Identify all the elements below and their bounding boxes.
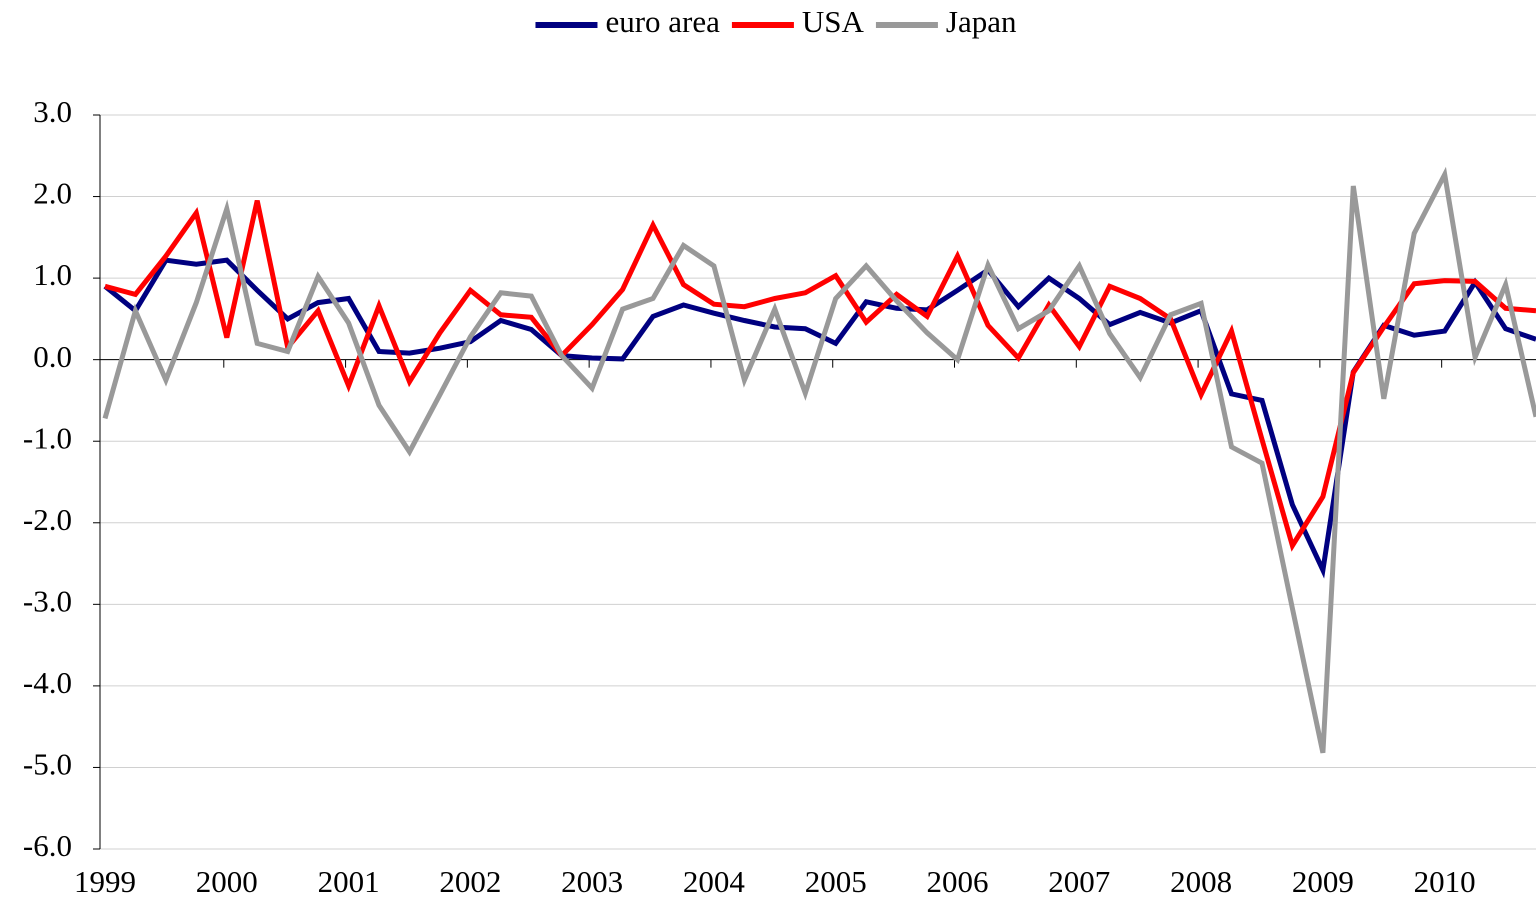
x-tick-label: 2010 (1414, 864, 1476, 899)
series-line (102, 166, 1536, 754)
y-tick-label: -5.0 (23, 747, 72, 782)
x-tick-label: 2002 (439, 864, 501, 899)
legend-label: USA (802, 4, 865, 39)
x-tick-label: 2007 (1048, 864, 1110, 899)
x-tick-label: 2001 (318, 864, 380, 899)
x-tick-label: 1999 (74, 864, 136, 899)
y-tick-label: -3.0 (23, 583, 72, 618)
y-tick-label: 2.0 (33, 176, 72, 211)
x-tick-label: 2009 (1292, 864, 1354, 899)
x-tick-label: 2008 (1170, 864, 1232, 899)
y-tick-label: -6.0 (23, 828, 72, 863)
x-tick-label: 2006 (927, 864, 989, 899)
legend-label: euro area (605, 4, 720, 39)
x-tick-label: 2003 (561, 864, 623, 899)
y-tick-label: 1.0 (33, 257, 72, 292)
series-line (103, 257, 1536, 579)
y-tick-label: 3.0 (33, 94, 72, 129)
y-tick-label: -4.0 (23, 665, 72, 700)
x-tick-label: 2000 (196, 864, 258, 899)
y-tick-label: -2.0 (23, 502, 72, 537)
x-tick-label: 2005 (805, 864, 867, 899)
legend-label: Japan (946, 4, 1017, 39)
y-tick-label: -1.0 (23, 420, 72, 455)
series-line (104, 200, 1536, 552)
x-tick-label: 2004 (683, 864, 746, 899)
y-tick-label: 0.0 (33, 339, 72, 374)
